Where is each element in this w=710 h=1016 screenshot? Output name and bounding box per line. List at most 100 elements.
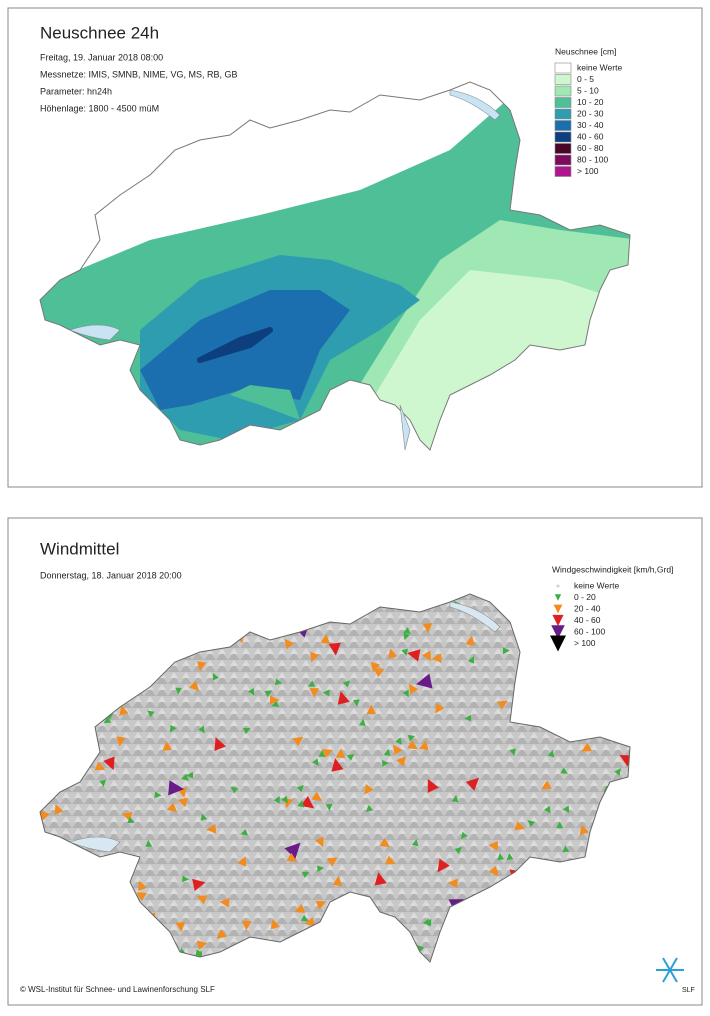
wind-arrow xyxy=(431,653,442,663)
wind-arrow xyxy=(322,689,330,697)
wind-arrow xyxy=(332,875,343,887)
lakes xyxy=(69,89,501,451)
wind-arrow xyxy=(300,914,309,922)
wind-arrow xyxy=(103,716,112,724)
legend-swatch xyxy=(556,584,560,588)
wind-arrow xyxy=(541,780,552,790)
wind-arrow xyxy=(322,748,333,758)
info-line: Donnerstag, 18. Januar 2018 20:00 xyxy=(40,570,182,580)
wind-arrow xyxy=(286,852,298,862)
info-line: Messnetze: IMIS, SMNB, NIME, VG, MS, RB,… xyxy=(40,69,238,79)
wind-arrow xyxy=(127,816,135,824)
info-line: Parameter: hn24h xyxy=(40,86,112,96)
wind-arrow xyxy=(497,700,508,710)
wind-arrow xyxy=(388,648,398,659)
wind-arrow xyxy=(364,783,374,795)
wind-arrow xyxy=(422,623,433,634)
wind-arrow xyxy=(454,847,462,855)
wind-arrow xyxy=(325,803,333,811)
wind-arrow xyxy=(346,753,355,761)
wind-arrow xyxy=(506,852,514,860)
legend: Neuschnee [cm] keine Werte 0 - 55 - 10 10 -… xyxy=(554,46,622,177)
legend-label: 40 - 60 xyxy=(574,615,601,625)
wind-arrow xyxy=(192,878,206,892)
legend: Windgeschwindigkeit [km/h,Grd] keine Wert… xyxy=(550,564,673,652)
wind-arrow xyxy=(269,695,280,705)
wind-arrow xyxy=(318,750,326,757)
wind-arrow xyxy=(264,690,273,697)
legend-label: 60 - 80 xyxy=(577,143,604,153)
wind-arrow xyxy=(411,838,419,847)
wind-arrow xyxy=(547,749,555,758)
wind-arrow xyxy=(460,831,468,840)
legend-title: Windgeschwindigkeit [km/h,Grd] xyxy=(552,564,673,574)
wind-arrow xyxy=(270,918,280,930)
legend-label: > 100 xyxy=(574,638,596,648)
legend-label: 0 - 20 xyxy=(574,592,596,602)
legend-swatch xyxy=(553,604,563,614)
wind-arrow xyxy=(189,680,200,692)
wind-arrow xyxy=(40,810,50,821)
wind-arrow xyxy=(437,858,450,873)
wind-arrow xyxy=(297,799,304,808)
wind-arrow xyxy=(196,940,208,950)
wind-arrow xyxy=(216,929,227,939)
wind-arrow xyxy=(166,802,178,813)
wind-arrow xyxy=(307,680,316,687)
wind-arrow xyxy=(416,673,433,689)
legend-swatch xyxy=(551,625,565,639)
wind-arrow xyxy=(342,680,351,688)
wind-arrow xyxy=(358,718,366,727)
legend-label: 80 - 100 xyxy=(577,154,608,164)
wind-arrow xyxy=(300,796,315,809)
legend-swatch xyxy=(554,131,572,143)
wind-arrow xyxy=(182,875,190,883)
wind-arrow xyxy=(247,688,255,696)
legend-label: 20 - 30 xyxy=(577,108,604,118)
wind-arrow xyxy=(544,805,551,814)
wind-arrow xyxy=(317,865,325,872)
wind-arrow xyxy=(328,642,341,656)
wind-arrow xyxy=(312,758,319,766)
wind-arrow xyxy=(271,700,279,708)
wind-arrow xyxy=(214,737,226,751)
panel-title: Neuschnee 24h xyxy=(40,23,159,42)
wind-arrow xyxy=(407,740,418,750)
legend-swatch xyxy=(554,85,572,97)
legend-swatch xyxy=(554,120,572,131)
wind-arrow xyxy=(240,828,248,836)
wind-arrow xyxy=(407,649,421,662)
wind-arrow xyxy=(403,627,411,635)
wind-arrow xyxy=(408,683,419,695)
wind-arrow xyxy=(451,795,459,803)
legend-label: 10 - 20 xyxy=(577,97,604,107)
wind-arrow xyxy=(560,767,568,774)
wind-arrow xyxy=(309,688,320,698)
wind-arrow xyxy=(301,871,310,878)
wind-arrow xyxy=(315,900,327,910)
wind-arrow xyxy=(314,836,324,848)
lakes xyxy=(69,601,501,853)
wind-arrow xyxy=(562,845,570,853)
wind-arrow xyxy=(273,795,280,804)
wind-arrow xyxy=(419,740,429,751)
wind-arrow xyxy=(292,736,304,747)
wind-arrow xyxy=(94,761,106,771)
wind-arrow xyxy=(383,748,391,756)
wind-arrow xyxy=(503,647,510,654)
wind-arrow xyxy=(373,668,385,678)
wind-arrow xyxy=(219,897,230,908)
wind-arrow xyxy=(281,795,289,804)
panel-title: Windmittel xyxy=(40,539,119,558)
legend-label: 40 - 60 xyxy=(577,131,604,141)
logo-text: SLF xyxy=(682,987,695,994)
legend-swatch xyxy=(550,635,566,652)
wind-arrow xyxy=(447,878,458,889)
wind-arrow xyxy=(284,842,301,859)
wind-arrow xyxy=(403,632,410,641)
wind-arrow xyxy=(320,633,330,644)
wind-arrow xyxy=(509,748,516,756)
wind-arrow xyxy=(284,638,295,650)
